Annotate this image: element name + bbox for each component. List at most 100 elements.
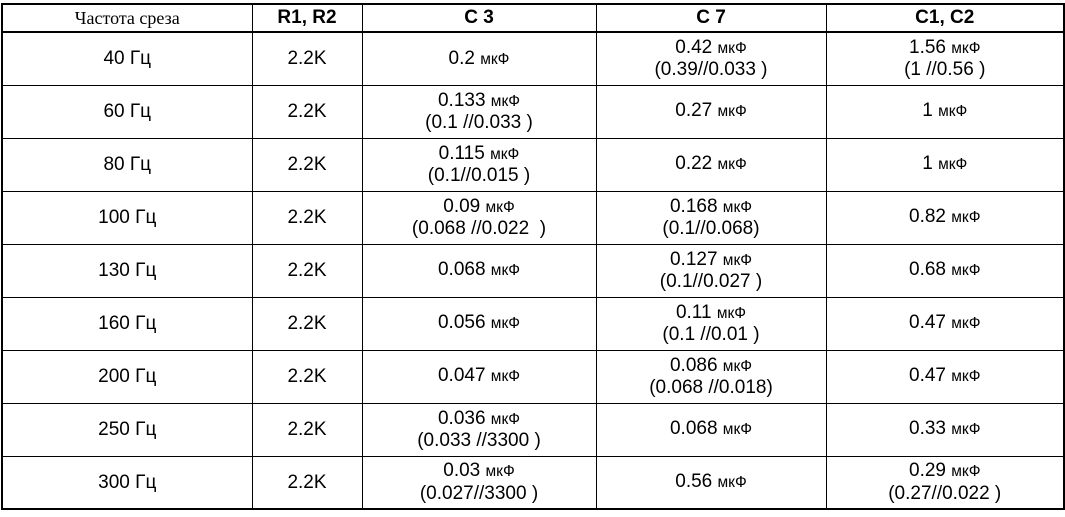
value-line: 100 Гц <box>98 206 157 228</box>
value-line: 80 Гц <box>103 153 152 175</box>
r-value-cell: 2.2K <box>251 349 363 404</box>
table-row: 80 Гц 2.2K 0.115 мкФ (0.1//0.015 ) 0.22 мкФ 1… <box>1 137 1065 192</box>
c1-c2-value-cell: 0.47 мкФ <box>825 296 1065 351</box>
value-line: 160 Гц <box>98 312 157 334</box>
microfarad-unit: мкФ <box>951 315 981 333</box>
r-value-cell: 2.2K <box>251 137 363 192</box>
c1-c2-value-cell: 1.56 мкФ (1 //0.56 ) <box>825 31 1065 86</box>
microfarad-unit: мкФ <box>938 156 968 174</box>
value-line: (0.068 //0.018) <box>649 377 773 398</box>
frequency-cell: 250 Гц <box>1 402 253 457</box>
col-header-c3: C 3 <box>361 3 597 33</box>
value-line: 0.127 мкФ <box>669 248 753 270</box>
table-row: 40 Гц 2.2K 0.2 мкФ 0.42 мкФ (0.39//0.033 ) 1.… <box>1 31 1065 86</box>
c7-value-cell: 0.168 мкФ (0.1//0.068) <box>595 190 827 245</box>
header-row: Частота среза R1, R2 C 3 C 7 C1, C2 <box>1 3 1065 33</box>
frequency-cell: 160 Гц <box>1 296 253 351</box>
r-value-cell: 2.2K <box>251 296 363 351</box>
value-line: 60 Гц <box>103 100 152 122</box>
value-line: 1.56 мкФ <box>909 36 981 58</box>
value-line: (0.027//3300 ) <box>419 482 539 504</box>
microfarad-unit: мкФ <box>490 315 521 333</box>
value-line: 0.047 мкФ <box>437 365 521 387</box>
value-line: (0.27//0.022 ) <box>888 482 1002 504</box>
c7-value-cell: 0.56 мкФ <box>595 455 827 510</box>
c7-value-cell: 0.42 мкФ (0.39//0.033 ) <box>595 31 827 86</box>
c1-c2-value-cell: 0.33 мкФ <box>825 402 1065 457</box>
c1-c2-value-cell: 0.29 мкФ (0.27//0.022 ) <box>825 455 1065 510</box>
c1-c2-value-cell: 0.47 мкФ <box>825 349 1065 404</box>
frequency-cell: 200 Гц <box>1 349 253 404</box>
r-value-cell: 2.2K <box>251 455 363 510</box>
value-line: 0.036 мкФ <box>437 407 521 429</box>
value-line: (0.068 //0.022 ) <box>411 218 547 239</box>
microfarad-unit: мкФ <box>951 421 981 439</box>
frequency-capacitor-table: Частота среза R1, R2 C 3 C 7 C1, C2 40 Г… <box>1 3 1065 510</box>
table-row: 200 Гц 2.2K 0.047 мкФ 0.086 мкФ (0.068 //0.0… <box>1 349 1065 404</box>
value-line: (0.033 //3300 ) <box>417 430 541 451</box>
microfarad-unit: мкФ <box>490 368 521 386</box>
value-line: (0.1//0.068) <box>662 218 760 239</box>
frequency-cell: 60 Гц <box>1 84 253 139</box>
value-line: 2.2K <box>287 471 327 493</box>
microfarad-unit: мкФ <box>722 357 753 375</box>
value-line: 1 мкФ <box>922 100 968 122</box>
c3-value-cell: 0.133 мкФ (0.1 //0.033 ) <box>361 84 597 139</box>
value-line: 2.2K <box>287 259 327 281</box>
c7-value-cell: 0.27 мкФ <box>595 84 827 139</box>
value-line: 0.68 мкФ <box>909 259 981 281</box>
c7-value-cell: 0.086 мкФ (0.068 //0.018) <box>595 349 827 404</box>
value-line: 2.2K <box>287 48 327 69</box>
microfarad-unit: мкФ <box>717 156 747 174</box>
c3-value-cell: 0.09 мкФ (0.068 //0.022 ) <box>361 190 597 245</box>
value-line: 0.82 мкФ <box>909 206 981 228</box>
frequency-cell: 300 Гц <box>1 455 253 510</box>
c3-value-cell: 0.03 мкФ (0.027//3300 ) <box>361 455 597 510</box>
table-row: 300 Гц 2.2K 0.03 мкФ (0.027//3300 ) 0.56 мкФ… <box>1 455 1065 510</box>
col-header-c1-c2: C1, C2 <box>825 3 1065 33</box>
table-row: 130 Гц 2.2K 0.068 мкФ 0.127 мкФ (0.1//0.027 … <box>1 243 1065 298</box>
table-row: 250 Гц 2.2K 0.036 мкФ (0.033 //3300 ) 0.068 … <box>1 402 1065 457</box>
microfarad-unit: мкФ <box>951 262 981 280</box>
r-value-cell: 2.2K <box>251 31 363 86</box>
value-line: 0.056 мкФ <box>437 312 521 334</box>
table-body: 40 Гц 2.2K 0.2 мкФ 0.42 мкФ (0.39//0.033 ) 1.… <box>1 31 1065 510</box>
microfarad-unit: мкФ <box>490 410 521 428</box>
c7-value-cell: 0.127 мкФ (0.1//0.027 ) <box>595 243 827 298</box>
c3-value-cell: 0.115 мкФ (0.1//0.015 ) <box>361 137 597 192</box>
value-line: 0.115 мкФ <box>438 142 520 164</box>
microfarad-unit: мкФ <box>722 251 753 269</box>
col-header-frequency: Частота среза <box>1 3 253 33</box>
value-line: 2.2K <box>287 365 327 387</box>
microfarad-unit: мкФ <box>480 50 510 68</box>
r-value-cell: 2.2K <box>251 84 363 139</box>
microfarad-unit: мкФ <box>716 304 747 322</box>
value-line: 0.133 мкФ <box>437 89 521 111</box>
c7-value-cell: 0.22 мкФ <box>595 137 827 192</box>
microfarad-unit: мкФ <box>951 368 981 386</box>
value-line: 2.2K <box>287 206 327 228</box>
c3-value-cell: 0.036 мкФ (0.033 //3300 ) <box>361 402 597 457</box>
microfarad-unit: мкФ <box>951 209 981 227</box>
value-line: 0.11 мкФ <box>675 301 747 323</box>
value-line: 0.09 мкФ <box>443 195 515 217</box>
microfarad-unit: мкФ <box>722 198 753 216</box>
value-line: (0.1 //0.01 ) <box>662 324 760 345</box>
value-line: 130 Гц <box>98 259 157 281</box>
value-line: 2.2K <box>287 418 327 440</box>
c7-value-cell: 0.068 мкФ <box>595 402 827 457</box>
value-line: 0.068 мкФ <box>669 418 753 440</box>
value-line: 0.168 мкФ <box>669 195 753 217</box>
microfarad-unit: мкФ <box>717 474 747 491</box>
c1-c2-value-cell: 1 мкФ <box>825 137 1065 192</box>
c1-c2-value-cell: 1 мкФ <box>825 84 1065 139</box>
value-line: (1 //0.56 ) <box>904 59 986 81</box>
table-row: 100 Гц 2.2K 0.09 мкФ (0.068 //0.022 ) 0.168 … <box>1 190 1065 245</box>
value-line: 200 Гц <box>98 365 157 387</box>
microfarad-unit: мкФ <box>490 262 521 280</box>
value-line: 0.47 мкФ <box>909 312 981 334</box>
microfarad-unit: мкФ <box>717 39 747 57</box>
r-value-cell: 2.2K <box>251 190 363 245</box>
microfarad-unit: мкФ <box>951 463 981 481</box>
col-header-r1-r2: R1, R2 <box>251 3 363 33</box>
